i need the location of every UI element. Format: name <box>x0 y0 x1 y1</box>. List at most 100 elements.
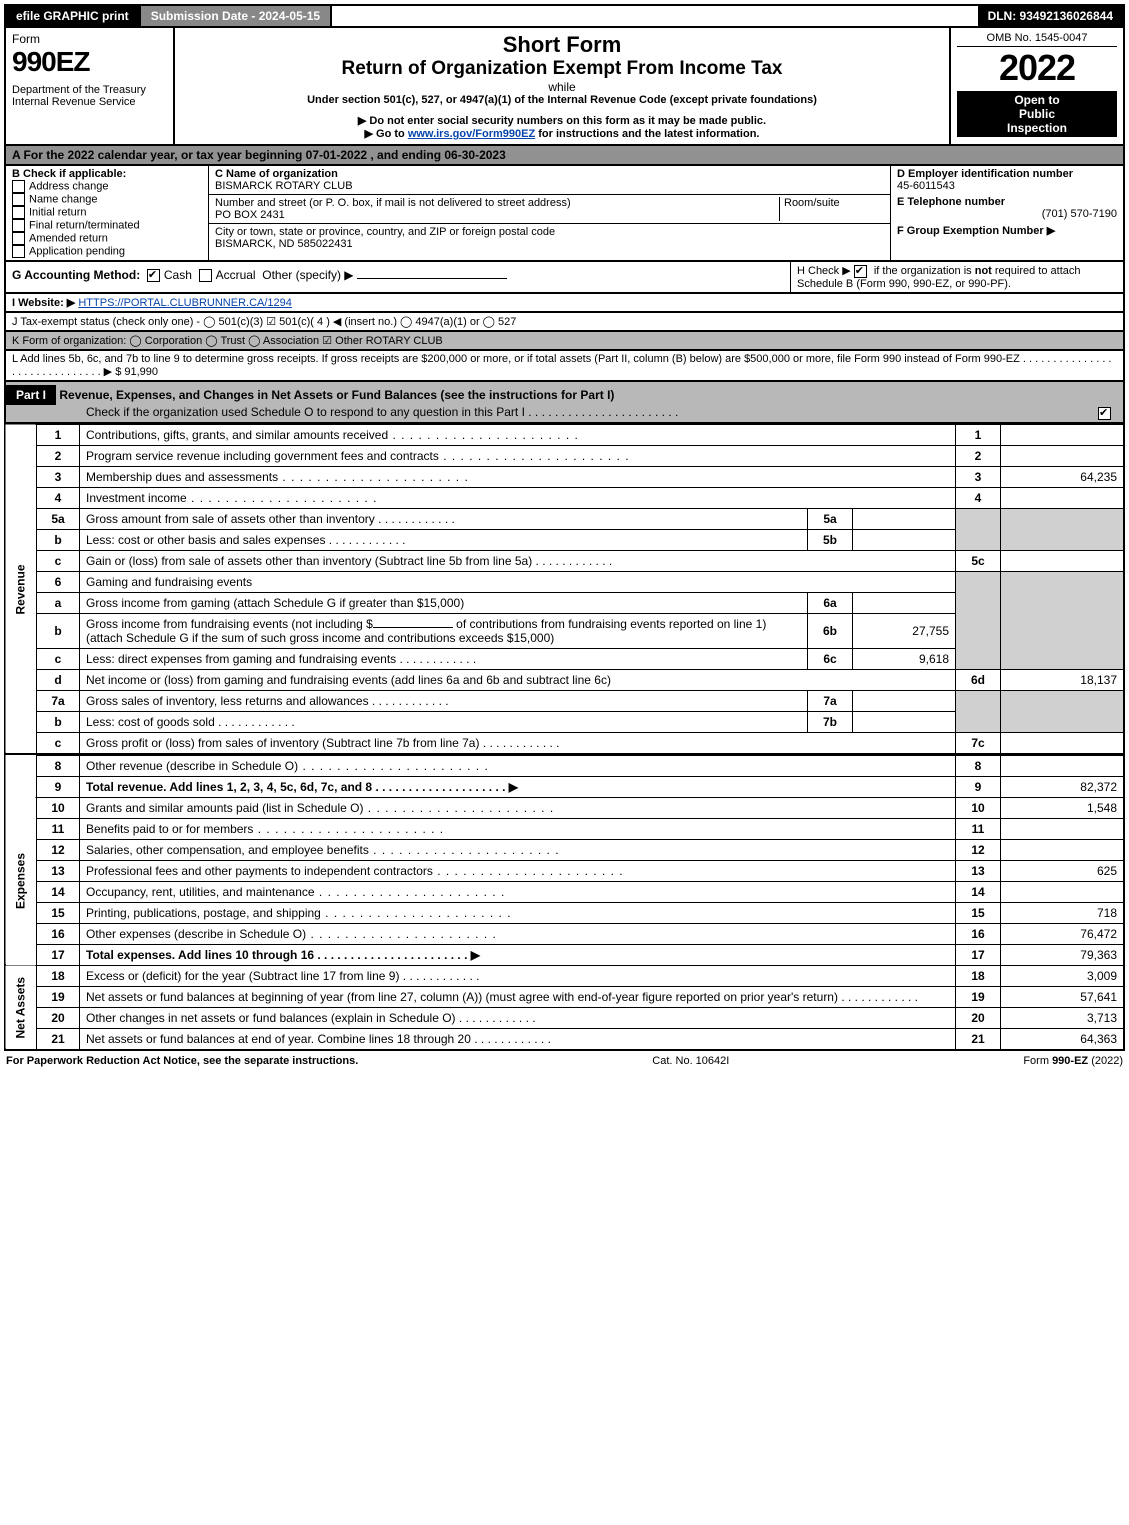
check-application-pending[interactable]: Application pending <box>12 245 202 258</box>
line7c-amount <box>1001 732 1125 754</box>
col-c-org: C Name of organization BISMARCK ROTARY C… <box>209 166 891 260</box>
header-left: Form 990EZ Department of the Treasury In… <box>6 28 175 144</box>
line2-text: Program service revenue including govern… <box>86 449 439 463</box>
part1-schedule-o-check[interactable] <box>1098 407 1111 420</box>
line7a-amount <box>853 690 956 711</box>
line5b-text: Less: cost or other basis and sales expe… <box>86 533 325 547</box>
line13-amount: 625 <box>1001 860 1125 881</box>
row-city: City or town, state or province, country… <box>209 224 890 252</box>
footer-left: For Paperwork Reduction Act Notice, see … <box>6 1055 358 1067</box>
line9-text: Total revenue. Add lines 1, 2, 3, 4, 5c,… <box>86 780 518 794</box>
group-exemption-label: F Group Exemption Number ▶ <box>897 224 1117 237</box>
open-to-public: Open to Public Inspection <box>957 91 1117 137</box>
row-a-calendar-year: A For the 2022 calendar year, or tax yea… <box>4 146 1125 166</box>
note-goto: ▶ Go to www.irs.gov/Form990EZ for instru… <box>179 127 945 140</box>
col-b-checkboxes: B Check if applicable: Address change Na… <box>6 166 209 260</box>
line7a-text: Gross sales of inventory, less returns a… <box>86 694 369 708</box>
line6b-amount: 27,755 <box>853 613 956 648</box>
org-street: PO BOX 2431 <box>215 209 285 221</box>
line11-text: Benefits paid to or for members <box>86 822 253 836</box>
check-schedule-b[interactable] <box>854 265 867 278</box>
line8-text: Other revenue (describe in Schedule O) <box>86 759 298 773</box>
line18-amount: 3,009 <box>1001 965 1125 986</box>
row-k-form-org: K Form of organization: ◯ Corporation ◯ … <box>4 332 1125 351</box>
note-ssn: ▶ Do not enter social security numbers o… <box>179 114 945 127</box>
check-address-change[interactable]: Address change <box>12 180 202 193</box>
org-name: BISMARCK ROTARY CLUB <box>215 180 353 192</box>
dept-line1: Department of the Treasury <box>12 84 167 96</box>
check-amended-return[interactable]: Amended return <box>12 232 202 245</box>
check-initial-return[interactable]: Initial return <box>12 206 202 219</box>
line6a-amount <box>853 592 956 613</box>
row-l-gross-receipts: L Add lines 5b, 6c, and 7b to line 9 to … <box>4 351 1125 382</box>
part1-header-row: Part I Revenue, Expenses, and Changes in… <box>4 382 1125 424</box>
line6c-text: Less: direct expenses from gaming and fu… <box>86 652 396 666</box>
line11-amount <box>1001 818 1125 839</box>
line14-text: Occupancy, rent, utilities, and maintena… <box>86 885 315 899</box>
col-b-title: B Check if applicable: <box>12 168 202 180</box>
other-specify-input[interactable] <box>357 278 507 279</box>
line6a-text: Gross income from gaming (attach Schedul… <box>86 596 464 610</box>
form-header: Form 990EZ Department of the Treasury In… <box>4 28 1125 146</box>
part1-title: Revenue, Expenses, and Changes in Net As… <box>59 388 614 402</box>
subtitle: Under section 501(c), 527, or 4947(a)(1)… <box>179 94 945 106</box>
line7c-text: Gross profit or (loss) from sales of inv… <box>86 736 479 750</box>
line16-amount: 76,472 <box>1001 923 1125 944</box>
section-bcd: B Check if applicable: Address change Na… <box>4 166 1125 262</box>
line7b-text: Less: cost of goods sold <box>86 715 215 729</box>
form-number: 990EZ <box>12 46 167 78</box>
line16-text: Other expenses (describe in Schedule O) <box>86 927 306 941</box>
form-label: Form <box>12 32 167 46</box>
title-return: Return of Organization Exempt From Incom… <box>179 58 945 80</box>
row-g-accounting: G Accounting Method: Cash Accrual Other … <box>6 262 790 292</box>
line19-amount: 57,641 <box>1001 986 1125 1007</box>
tax-year: 2022 <box>957 47 1117 89</box>
dept-line2: Internal Revenue Service <box>12 96 167 108</box>
line1-text: Contributions, gifts, grants, and simila… <box>86 428 388 442</box>
line17-text: Total expenses. Add lines 10 through 16 … <box>86 948 480 962</box>
ein-label: D Employer identification number <box>897 168 1117 180</box>
row-street: Number and street (or P. O. box, if mail… <box>209 195 890 224</box>
phone-label: E Telephone number <box>897 196 1117 208</box>
line19-text: Net assets or fund balances at beginning… <box>86 990 838 1004</box>
gross-receipts-amount: 91,990 <box>124 366 158 378</box>
room-suite-label: Room/suite <box>779 197 884 221</box>
line8-amount <box>1001 755 1125 776</box>
part1-check-text: Check if the organization used Schedule … <box>6 405 678 419</box>
line3-text: Membership dues and assessments <box>86 470 278 484</box>
line10-text: Grants and similar amounts paid (list in… <box>86 801 363 815</box>
sidelabel-revenue: Revenue <box>5 424 37 754</box>
line13-text: Professional fees and other payments to … <box>86 864 433 878</box>
line15-text: Printing, publications, postage, and shi… <box>86 906 321 920</box>
row-gh: G Accounting Method: Cash Accrual Other … <box>4 262 1125 294</box>
title-short-form: Short Form <box>179 32 945 58</box>
header-right: OMB No. 1545-0047 2022 Open to Public In… <box>951 28 1123 144</box>
sidelabel-expenses: Expenses <box>5 797 37 965</box>
irs-link[interactable]: www.irs.gov/Form990EZ <box>408 128 535 140</box>
phone-value: (701) 570-7190 <box>897 208 1117 220</box>
row-i-website: I Website: ▶ HTTPS://PORTAL.CLUBRUNNER.C… <box>4 294 1125 313</box>
line6c-amount: 9,618 <box>853 648 956 669</box>
line5a-text: Gross amount from sale of assets other t… <box>86 512 375 526</box>
line5b-amount <box>853 529 956 550</box>
line6b-blank[interactable] <box>373 627 453 628</box>
part1-lines-table-2: 8 Other revenue (describe in Schedule O)… <box>4 755 1125 1051</box>
line20-amount: 3,713 <box>1001 1007 1125 1028</box>
website-link[interactable]: HTTPS://PORTAL.CLUBRUNNER.CA/1294 <box>78 297 292 309</box>
line6d-text: Net income or (loss) from gaming and fun… <box>86 673 611 687</box>
line5c-amount <box>1001 550 1125 571</box>
line6d-amount: 18,137 <box>1001 669 1125 690</box>
check-name-change[interactable]: Name change <box>12 193 202 206</box>
footer-right: Form 990-EZ (2022) <box>1023 1055 1123 1067</box>
line5a-amount <box>853 508 956 529</box>
line5c-text: Gain or (loss) from sale of assets other… <box>86 554 532 568</box>
note-goto-post: for instructions and the latest informat… <box>535 128 759 140</box>
check-final-return[interactable]: Final return/terminated <box>12 219 202 232</box>
row-h-schedule-b: H Check ▶ if the organization is not req… <box>790 262 1123 292</box>
line14-amount <box>1001 881 1125 902</box>
header-center: Short Form Return of Organization Exempt… <box>175 28 951 144</box>
check-cash[interactable] <box>147 269 160 282</box>
line6-text: Gaming and fundraising events <box>86 575 252 589</box>
check-accrual[interactable] <box>199 269 212 282</box>
efile-print[interactable]: efile GRAPHIC print <box>6 6 141 26</box>
